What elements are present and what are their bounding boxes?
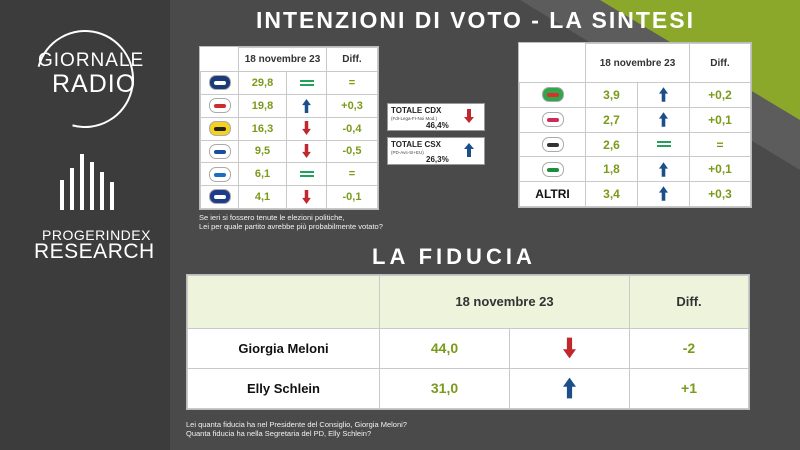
- right-table-row: 1,8 +0,1: [519, 156, 751, 183]
- cdx-summary-box: TOTALE CDX (FdI-Lega-FI-Noi Mod.) 46,4%: [387, 103, 485, 131]
- left-note-line2: Lei per quale partito avrebbe più probab…: [199, 222, 383, 231]
- party-value: 4,1: [238, 185, 287, 209]
- party-value: 3,4: [585, 181, 638, 207]
- party-diff: -0,5: [326, 139, 378, 164]
- leader-name: Giorgia Meloni: [187, 327, 380, 369]
- arrow-up-icon: [659, 186, 668, 202]
- party-value: 16,3: [238, 116, 287, 141]
- fratelli-italia-logo: [208, 75, 231, 91]
- arrow-up-icon: [659, 87, 668, 102]
- party-diff: =: [326, 162, 378, 187]
- party-diff: +0,3: [689, 181, 751, 207]
- leader-diff: +1: [629, 367, 749, 410]
- arrow-down-icon: [302, 189, 311, 204]
- radio-logo-line1: GIORNALE: [38, 50, 145, 71]
- fiducia-header-date: 18 novembre 23: [379, 275, 630, 329]
- party-diff: +0,3: [326, 93, 378, 118]
- party-value: 2,6: [585, 131, 638, 158]
- italia-viva-logo: [541, 112, 564, 128]
- party-diff: =: [326, 71, 378, 95]
- cdx-subtitle: (FdI-Lega-FI-Noi Mod.): [391, 116, 438, 121]
- azione-logo: [208, 189, 231, 205]
- equal-icon: [656, 141, 671, 148]
- right-party-table: 18 novembre 23 Diff. 3,9 +0,2 2,7 +0,1 2…: [518, 42, 752, 208]
- right-table-row: 3,9 +0,2: [519, 82, 751, 108]
- right-table-row: 2,7 +0,1: [519, 106, 751, 133]
- right-table-row: ALTRI 3,4 +0,3: [519, 181, 751, 207]
- csx-title: TOTALE CSX: [391, 140, 441, 149]
- sidebar: [0, 0, 170, 450]
- fiducia-header-diff: Diff.: [629, 275, 749, 329]
- leader-value: 31,0: [379, 367, 510, 410]
- italexit-logo: [541, 161, 564, 177]
- party-diff: -0,4: [326, 116, 378, 141]
- party-diff: +0,2: [689, 82, 751, 108]
- left-table-row: 29,8 =: [200, 71, 378, 95]
- progerindex-bars-icon: [60, 150, 120, 210]
- csx-summary-box: TOTALE CSX (PD-Avs-SI+EU) 26,3%: [387, 137, 485, 165]
- fiducia-row: Giorgia Meloni 44,0 -2: [187, 327, 749, 369]
- party-diff: =: [689, 131, 751, 158]
- leader-diff: -2: [629, 327, 749, 369]
- research-logo-line2: RESEARCH: [34, 240, 155, 263]
- verdi-sinistra-logo: [541, 87, 564, 103]
- party-value: 1,8: [585, 156, 638, 183]
- left-table-row: 9,5 -0,5: [200, 139, 378, 164]
- equal-icon: [299, 171, 314, 177]
- left-header-date: 18 novembre 23: [238, 46, 327, 73]
- arrow-up-icon: [563, 377, 576, 399]
- movimento-5-stelle-logo: [208, 120, 231, 136]
- party-diff: +0,1: [689, 106, 751, 133]
- radio-logo-line2: RADIO: [52, 70, 137, 98]
- research-logo-line1: PROGERINDEX: [42, 227, 151, 243]
- fiducia-title: LA FIDUCIA: [372, 244, 536, 269]
- bottom-note-line1: Lei quanta fiducia ha nel Presidente del…: [186, 420, 407, 429]
- arrow-up-icon: [659, 112, 668, 127]
- arrow-up-icon: [464, 143, 474, 157]
- party-value: 3,9: [585, 82, 638, 108]
- piu-europa-logo: [541, 136, 564, 152]
- arrow-down-icon: [464, 109, 474, 123]
- fiducia-row: Elly Schlein 31,0 +1: [187, 367, 749, 410]
- right-header-diff: Diff.: [689, 42, 751, 84]
- left-question-note: Se ieri si fossero tenute le elezioni po…: [199, 213, 383, 231]
- arrow-up-icon: [659, 161, 668, 177]
- left-table-row: 4,1 -0,1: [200, 185, 378, 209]
- leader-value: 44,0: [379, 327, 510, 369]
- bottom-note-line2: Quanta fiducia ha nella Segretaria del P…: [186, 429, 372, 438]
- csx-value: 26,3%: [426, 155, 449, 164]
- others-label: ALTRI: [519, 181, 586, 207]
- csx-subtitle: (PD-Avs-SI+EU): [391, 150, 424, 155]
- cdx-value: 46,4%: [426, 121, 449, 130]
- page-title: INTENZIONI DI VOTO - LA SINTESI: [256, 7, 695, 33]
- party-value: 19,8: [238, 93, 287, 118]
- leader-name: Elly Schlein: [187, 367, 380, 410]
- left-header-diff: Diff.: [326, 46, 378, 73]
- left-note-line1: Se ieri si fossero tenute le elezioni po…: [199, 213, 345, 222]
- right-header-date: 18 novembre 23: [585, 42, 690, 84]
- right-table-row: 2,6 =: [519, 131, 751, 158]
- arrow-down-icon: [302, 121, 311, 136]
- party-value: 2,7: [585, 106, 638, 133]
- cdx-title: TOTALE CDX: [391, 106, 442, 115]
- fiducia-table: 18 novembre 23 Diff. Giorgia Meloni 44,0…: [186, 274, 750, 410]
- party-value: 29,8: [238, 71, 287, 95]
- arrow-down-icon: [302, 144, 311, 159]
- party-diff: +0,1: [689, 156, 751, 183]
- arrow-up-icon: [302, 98, 311, 113]
- left-table-row: 19,8 +0,3: [200, 93, 378, 118]
- party-diff: -0,1: [326, 185, 378, 209]
- equal-icon: [299, 79, 314, 86]
- left-table-row: 16,3 -0,4: [200, 116, 378, 141]
- forza-italia-logo: [208, 166, 231, 182]
- party-value: 6,1: [238, 162, 287, 187]
- lega-salvini-logo: [208, 143, 231, 159]
- bottom-question-note: Lei quanta fiducia ha nel Presidente del…: [186, 420, 407, 438]
- arrow-down-icon: [563, 337, 576, 359]
- left-party-table: 18 novembre 23 Diff. 29,8 = 19,8 +0,3 16…: [199, 46, 379, 210]
- left-table-row: 6,1 =: [200, 162, 378, 187]
- party-value: 9,5: [238, 139, 287, 164]
- pd-logo: [208, 98, 231, 114]
